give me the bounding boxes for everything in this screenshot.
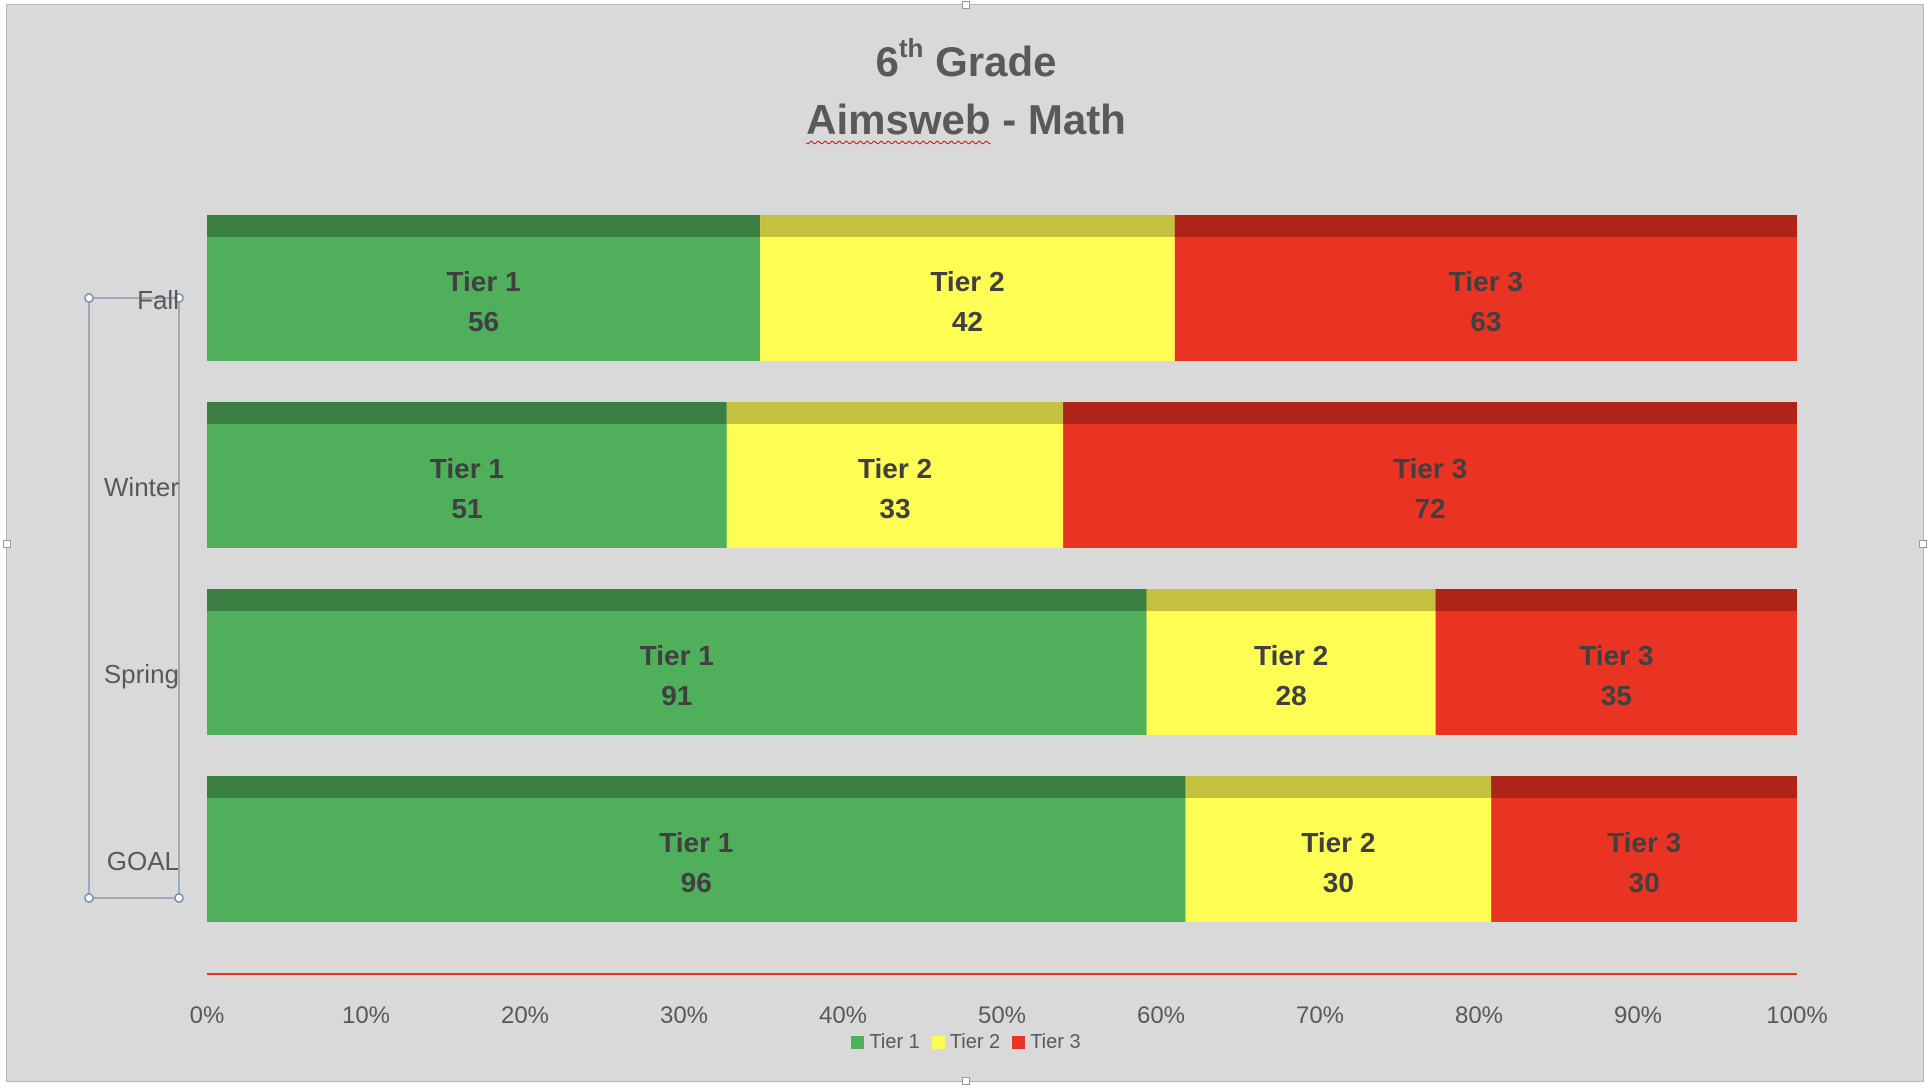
bar-top-band-tier-3-winter (1063, 402, 1797, 424)
x-tick-label: 50% (978, 1002, 1026, 1029)
category-label-fall: Fall (137, 285, 179, 315)
selection-handle-3[interactable] (174, 893, 184, 903)
category-label-goal: GOAL (107, 846, 179, 876)
x-tick-label: 60% (1137, 1002, 1185, 1029)
bar-top-band-tier-1-spring (207, 589, 1147, 611)
data-label-series-tier-3-fall: Tier 3 (1449, 266, 1523, 297)
data-label-value-tier-3-fall: 63 (1470, 306, 1501, 337)
legend-label: Tier 1 (869, 1031, 920, 1053)
bar-top-band-tier-2-spring (1146, 589, 1436, 611)
resize-handle-top[interactable] (962, 1, 970, 9)
x-tick-label: 40% (819, 1002, 867, 1029)
chart-title[interactable]: 6th Grade Aimsweb - Math (7, 23, 1925, 149)
category-label-winter: Winter (104, 472, 179, 502)
legend-swatch (1012, 1036, 1026, 1049)
data-label-series-tier-1-spring: Tier 1 (640, 640, 714, 671)
bar-top-band-tier-1-goal (207, 776, 1186, 798)
data-label-value-tier-1-winter: 51 (451, 493, 482, 524)
selection-handle-1[interactable] (174, 293, 184, 303)
x-tick-label: 20% (501, 1002, 549, 1029)
data-label-series-tier-3-winter: Tier 3 (1393, 453, 1467, 484)
x-tick-label: 90% (1614, 1002, 1662, 1029)
legend-item-tier-2[interactable]: Tier 2 (931, 1031, 1001, 1054)
data-label-value-tier-1-spring: 91 (661, 680, 692, 711)
bar-tier-2-winter[interactable] (726, 402, 1064, 548)
category-axis-selection[interactable] (88, 297, 180, 899)
legend-item-tier-3[interactable]: Tier 3 (1012, 1031, 1081, 1054)
data-label-series-tier-2-fall: Tier 2 (930, 266, 1004, 297)
bar-top-band-tier-3-fall (1174, 215, 1797, 237)
bar-tier-1-fall[interactable] (207, 215, 761, 361)
data-label-series-tier-1-fall: Tier 1 (446, 266, 520, 297)
bar-top-band-tier-2-goal (1185, 776, 1492, 798)
bar-tier-1-winter[interactable] (207, 402, 727, 548)
resize-handle-right[interactable] (1919, 540, 1927, 548)
bar-top-band-tier-2-fall (760, 215, 1175, 237)
data-label-value-tier-3-goal: 30 (1629, 867, 1660, 898)
x-tick-label: 100% (1766, 1002, 1827, 1029)
chart-title-line-2: Aimsweb - Math (806, 96, 1126, 143)
data-label-value-tier-2-goal: 30 (1323, 867, 1354, 898)
x-tick-label: 10% (342, 1002, 390, 1029)
resize-handle-bottom[interactable] (962, 1077, 970, 1085)
data-label-value-tier-1-goal: 96 (681, 867, 712, 898)
bar-top-band-tier-2-winter (726, 402, 1064, 424)
data-label-series-tier-2-spring: Tier 2 (1254, 640, 1328, 671)
data-label-value-tier-2-winter: 33 (879, 493, 910, 524)
legend-swatch (851, 1036, 865, 1049)
x-tick-label: 80% (1455, 1002, 1503, 1029)
bar-top-band-tier-1-winter (207, 402, 727, 424)
legend-swatch (931, 1036, 945, 1049)
data-label-value-tier-2-spring: 28 (1276, 680, 1307, 711)
legend-item-tier-1[interactable]: Tier 1 (851, 1031, 920, 1054)
data-label-value-tier-1-fall: 56 (468, 306, 499, 337)
data-label-series-tier-1-goal: Tier 1 (659, 827, 733, 858)
bar-tier-3-goal[interactable] (1491, 776, 1797, 922)
bar-top-band-tier-3-goal (1491, 776, 1797, 798)
data-label-series-tier-3-goal: Tier 3 (1607, 827, 1681, 858)
chart-area[interactable]: 6th Grade Aimsweb - Math Tier 1 56 Tier 2 4… (3, 1, 1927, 1085)
bar-tier-3-spring[interactable] (1435, 589, 1797, 735)
bar-tier-2-fall[interactable] (760, 215, 1175, 361)
chart-title-line-1: 6th Grade (875, 33, 1057, 85)
selection-handle-0[interactable] (84, 293, 94, 303)
resize-handle-left[interactable] (3, 540, 11, 548)
x-tick-label: 70% (1296, 1002, 1344, 1029)
bar-tier-2-goal[interactable] (1185, 776, 1492, 922)
legend-label: Tier 3 (1030, 1031, 1081, 1053)
bar-tier-1-goal[interactable] (207, 776, 1186, 922)
data-label-series-tier-3-spring: Tier 3 (1579, 640, 1653, 671)
data-label-series-tier-1-winter: Tier 1 (430, 453, 504, 484)
selection-handle-2[interactable] (84, 893, 94, 903)
legend[interactable]: Tier 1 Tier 2 Tier 3 (7, 1031, 1925, 1054)
bar-tier-1-spring[interactable] (207, 589, 1147, 735)
bar-top-band-tier-1-fall (207, 215, 761, 237)
data-label-series-tier-2-winter: Tier 2 (858, 453, 932, 484)
bar-top-band-tier-3-spring (1435, 589, 1797, 611)
bar-tier-2-spring[interactable] (1146, 589, 1436, 735)
data-label-series-tier-2-goal: Tier 2 (1301, 827, 1375, 858)
bar-tier-3-fall[interactable] (1174, 215, 1797, 361)
x-tick-label: 0% (190, 1002, 225, 1029)
bar-plot[interactable]: Tier 1 56 Tier 2 42 Tier 3 63 Fall Tier 1 51 Tier… (7, 5, 1925, 1083)
x-tick-label: 30% (660, 1002, 708, 1029)
bar-tier-3-winter[interactable] (1063, 402, 1797, 548)
category-label-spring: Spring (104, 659, 179, 689)
data-label-value-tier-3-winter: 72 (1414, 493, 1445, 524)
data-label-value-tier-2-fall: 42 (952, 306, 983, 337)
data-label-value-tier-3-spring: 35 (1601, 680, 1632, 711)
legend-label: Tier 2 (949, 1031, 1001, 1053)
